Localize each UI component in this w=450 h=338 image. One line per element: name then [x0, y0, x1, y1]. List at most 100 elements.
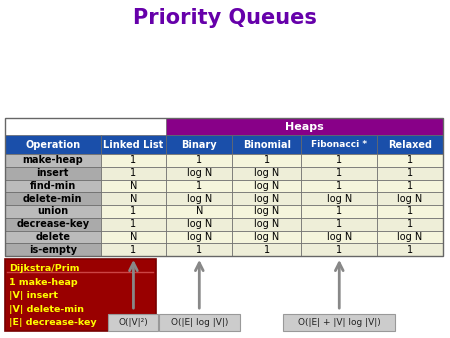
Text: log N: log N — [397, 232, 423, 242]
Text: log N: log N — [254, 219, 279, 229]
Text: 1: 1 — [264, 155, 270, 165]
Text: 1: 1 — [407, 219, 413, 229]
Text: Fibonacci *: Fibonacci * — [311, 140, 367, 149]
Bar — [100, 167, 166, 179]
Text: 1: 1 — [196, 181, 202, 191]
Bar — [166, 118, 443, 135]
Text: log N: log N — [187, 232, 212, 242]
Text: log N: log N — [187, 194, 212, 203]
Text: O(|E| + |V| log |V|): O(|E| + |V| log |V|) — [298, 318, 381, 327]
Text: 1: 1 — [336, 181, 342, 191]
Bar — [166, 192, 232, 205]
Text: make-heap: make-heap — [22, 155, 83, 165]
Bar — [100, 218, 166, 231]
Bar — [232, 179, 302, 192]
Text: is-empty: is-empty — [29, 245, 77, 255]
Text: log N: log N — [327, 194, 352, 203]
Bar — [100, 135, 166, 154]
Bar — [100, 179, 166, 192]
Text: N: N — [130, 194, 137, 203]
Text: 1: 1 — [407, 207, 413, 216]
Text: 1: 1 — [130, 207, 136, 216]
Bar — [5, 167, 100, 179]
Text: 1: 1 — [196, 245, 202, 255]
Text: log N: log N — [187, 219, 212, 229]
Text: decrease-key: decrease-key — [16, 219, 89, 229]
Bar — [5, 243, 100, 256]
Bar — [232, 192, 302, 205]
Bar — [166, 179, 232, 192]
Text: log N: log N — [254, 207, 279, 216]
Text: Binomial: Binomial — [243, 140, 291, 149]
Text: log N: log N — [254, 181, 279, 191]
Bar — [302, 205, 377, 218]
Bar — [302, 192, 377, 205]
Text: 1: 1 — [130, 155, 136, 165]
Bar — [166, 231, 232, 243]
Bar — [377, 218, 443, 231]
Text: insert: insert — [36, 168, 69, 178]
Text: 1: 1 — [407, 168, 413, 178]
Text: 1: 1 — [130, 245, 136, 255]
Bar — [283, 314, 395, 331]
Text: union: union — [37, 207, 68, 216]
Bar — [166, 154, 232, 167]
Text: 1: 1 — [407, 181, 413, 191]
Bar — [5, 218, 100, 231]
Bar — [377, 231, 443, 243]
Bar — [232, 231, 302, 243]
Text: 1: 1 — [336, 245, 342, 255]
Bar — [377, 154, 443, 167]
Text: 1: 1 — [407, 245, 413, 255]
Bar — [377, 243, 443, 256]
Bar — [302, 218, 377, 231]
Bar — [232, 218, 302, 231]
Text: |V| insert: |V| insert — [9, 291, 58, 300]
Bar — [166, 218, 232, 231]
Bar — [5, 205, 100, 218]
Text: Operation: Operation — [25, 140, 80, 149]
Text: |E| decrease-key: |E| decrease-key — [9, 318, 97, 327]
Bar — [100, 192, 166, 205]
Bar — [232, 167, 302, 179]
Text: 1 make-heap: 1 make-heap — [9, 277, 77, 287]
Text: log N: log N — [327, 232, 352, 242]
Bar — [100, 231, 166, 243]
Bar — [100, 205, 166, 218]
Bar — [302, 179, 377, 192]
Text: 1: 1 — [196, 155, 202, 165]
Text: 1: 1 — [336, 207, 342, 216]
Bar — [377, 167, 443, 179]
Text: O(|V|²): O(|V|²) — [118, 318, 148, 327]
Text: Dijkstra/Prim: Dijkstra/Prim — [9, 264, 80, 273]
Bar — [100, 243, 166, 256]
Text: find-min: find-min — [30, 181, 76, 191]
Text: Linked List: Linked List — [104, 140, 163, 149]
Bar — [302, 135, 377, 154]
Bar — [166, 205, 232, 218]
Text: Relaxed: Relaxed — [388, 140, 432, 149]
Bar — [5, 135, 100, 154]
Text: Priority Queues: Priority Queues — [133, 8, 317, 28]
Bar — [302, 231, 377, 243]
Bar — [159, 314, 240, 331]
Text: 1: 1 — [407, 155, 413, 165]
Text: Heaps: Heaps — [285, 121, 324, 131]
Bar — [100, 154, 166, 167]
Text: 1: 1 — [336, 168, 342, 178]
Bar — [166, 167, 232, 179]
Bar — [302, 243, 377, 256]
Text: |V| delete-min: |V| delete-min — [9, 305, 84, 314]
Text: log N: log N — [254, 168, 279, 178]
Bar — [5, 231, 100, 243]
Bar — [5, 192, 100, 205]
Text: log N: log N — [254, 232, 279, 242]
Text: 1: 1 — [130, 219, 136, 229]
Text: log N: log N — [187, 168, 212, 178]
Text: 1: 1 — [264, 245, 270, 255]
Bar — [377, 205, 443, 218]
Bar — [5, 179, 100, 192]
Bar — [232, 205, 302, 218]
Bar — [377, 192, 443, 205]
Bar — [302, 154, 377, 167]
